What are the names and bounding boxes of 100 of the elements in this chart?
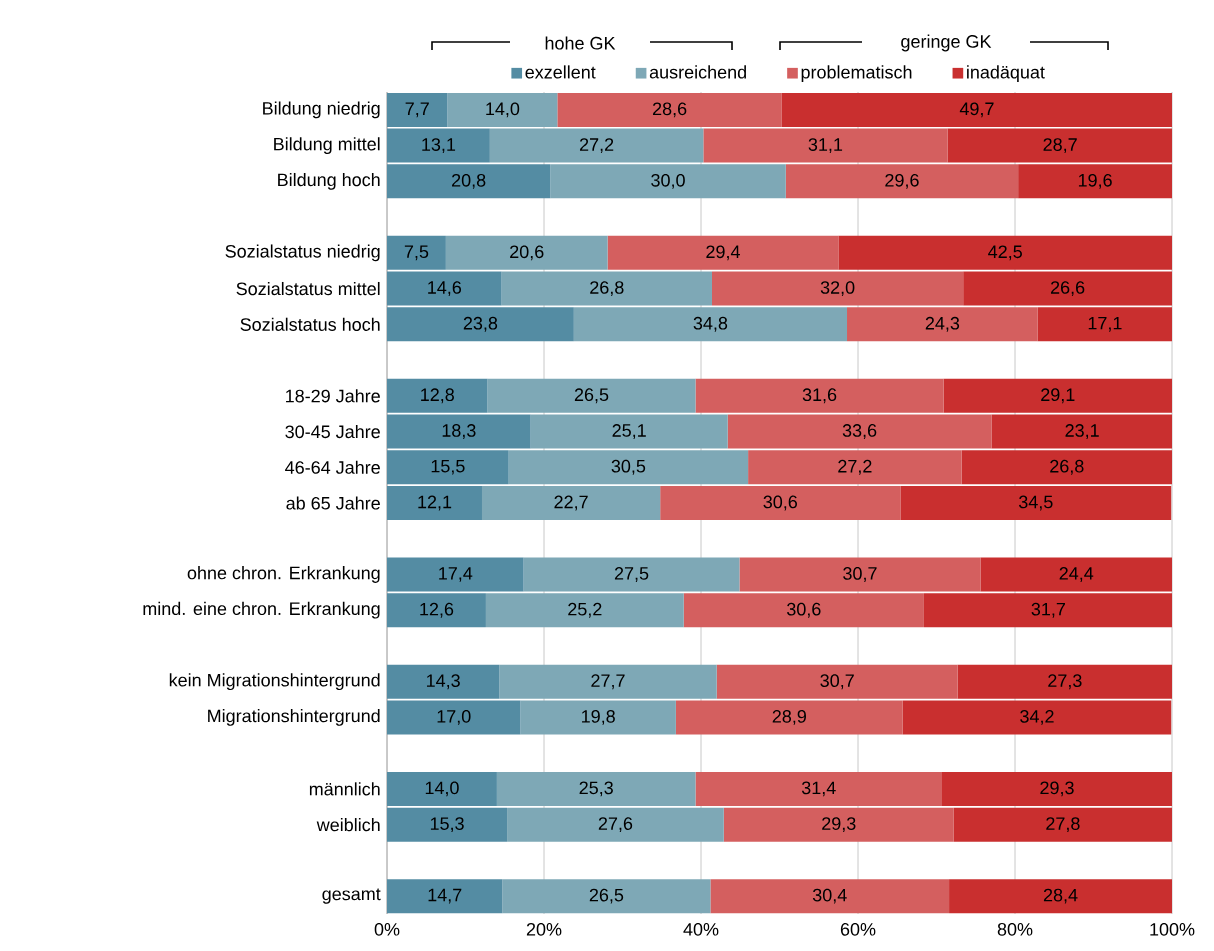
bar (485, 593, 684, 628)
y-tick-label: weiblich (316, 818, 380, 832)
bar (387, 807, 508, 842)
data-label: 14,0 (425, 781, 459, 797)
bar (607, 235, 839, 270)
data-label: 18,3 (442, 424, 476, 439)
data-label: 20,8 (452, 173, 486, 189)
x-tick-label: 40% (683, 922, 719, 936)
bar (387, 235, 446, 270)
data-label: 15,5 (431, 459, 465, 475)
data-label: 30,7 (843, 567, 877, 582)
bar (445, 235, 608, 270)
data-label: 27,6 (598, 817, 633, 833)
data-label: 28,7 (1043, 138, 1077, 154)
bar (496, 771, 696, 806)
data-label: 27,3 (1048, 674, 1082, 690)
x-tick-label: 80% (997, 922, 1033, 936)
data-label: 28,9 (772, 710, 806, 725)
y-tick-label: Sozialstatus mittel (236, 281, 380, 296)
x-tick-label: 60% (840, 922, 876, 936)
data-label: 34,2 (1020, 710, 1054, 725)
data-label: 29,3 (1040, 781, 1074, 797)
data-label: 23,8 (463, 316, 498, 332)
data-label: 7,5 (404, 245, 429, 261)
bar (387, 879, 503, 914)
data-label: 14,7 (428, 888, 462, 904)
data-label: 27,5 (614, 567, 649, 582)
data-label: 33,6 (842, 424, 877, 439)
data-label: 42,5 (988, 245, 1022, 261)
data-label: 25,3 (579, 781, 613, 797)
data-label: 25,2 (568, 602, 602, 618)
bar (838, 235, 1173, 270)
bar (502, 879, 711, 914)
bar (710, 879, 950, 914)
x-tick-label: 20% (526, 922, 562, 936)
data-label: 12,6 (420, 602, 454, 618)
data-label: 19,6 (1078, 173, 1112, 189)
bar (557, 92, 782, 127)
data-label: 30,0 (651, 173, 685, 189)
y-tick-label: 46-64 Jahre (285, 460, 380, 474)
y-tick-label: 30-45 Jahre (285, 424, 380, 439)
data-label: 30,7 (820, 674, 854, 690)
text: hohe GK (545, 36, 616, 50)
bar (739, 557, 981, 592)
x-tick-label: 0% (374, 922, 400, 936)
data-label: 29,3 (822, 817, 856, 833)
bar (387, 557, 524, 592)
bar (781, 92, 1173, 127)
x-tick-label: 100% (1150, 922, 1195, 936)
y-tick-label: kein Migrationshintergrund (169, 673, 380, 691)
data-label: 27,2 (838, 459, 872, 475)
legend-label: exzellent (525, 65, 596, 79)
data-label: 30,6 (763, 495, 798, 511)
data-label: 26,8 (590, 281, 624, 296)
bar (507, 807, 724, 842)
data-label: 31,7 (1031, 602, 1065, 618)
data-label: 24,4 (1059, 567, 1094, 582)
bar (387, 378, 488, 413)
data-label: 19,8 (582, 710, 615, 725)
data-label: 17,4 (439, 567, 473, 582)
y-tick-label: mind. eine chron. Erkrankung (143, 601, 380, 619)
y-tick-label: gesamt (322, 888, 381, 904)
bar (980, 557, 1173, 592)
data-label: 30,6 (787, 602, 821, 618)
data-label: 29,6 (885, 173, 919, 189)
bar (387, 771, 497, 806)
bar (949, 879, 1173, 914)
data-label: 28,6 (652, 102, 687, 118)
data-label: 27,8 (1046, 817, 1080, 833)
y-tick-label: Sozialstatus hoch (240, 317, 380, 331)
bar (387, 92, 448, 127)
y-tick-label: Migrationshintergrund (208, 709, 380, 726)
data-label: 31,4 (801, 781, 836, 797)
text: geringe GK (901, 34, 992, 52)
bar (723, 807, 954, 842)
y-tick-label: 18-29 Jahre (286, 389, 380, 403)
y-tick-label: Sozialstatus niedrig (225, 244, 380, 262)
data-label: 27,2 (579, 138, 614, 154)
data-label: 12,1 (418, 495, 452, 511)
y-tick-label: männlich (309, 782, 380, 796)
data-label: 26,8 (1050, 459, 1084, 475)
data-label: 34,5 (1018, 495, 1053, 511)
bar (900, 486, 1172, 521)
bar (942, 771, 1173, 806)
data-label: 29,1 (1041, 388, 1075, 404)
y-tick-label: Bildung hoch (278, 172, 380, 190)
y-tick-label: Bildung niedrig (263, 101, 380, 119)
data-label: 32,0 (820, 281, 855, 296)
data-label: 17,1 (1088, 316, 1122, 332)
data-label: 14,3 (427, 674, 460, 690)
data-label: 14,6 (428, 281, 462, 296)
data-label: 30,5 (611, 459, 646, 475)
data-label: 26,5 (589, 888, 624, 904)
bar (953, 807, 1173, 842)
data-label: 7,7 (405, 102, 429, 118)
data-label: 20,6 (510, 245, 544, 261)
legend-label: inadäquat (967, 65, 1045, 83)
data-label: 29,4 (706, 245, 740, 261)
legend-label: problematisch (801, 65, 912, 83)
data-label: 31,1 (808, 138, 843, 154)
